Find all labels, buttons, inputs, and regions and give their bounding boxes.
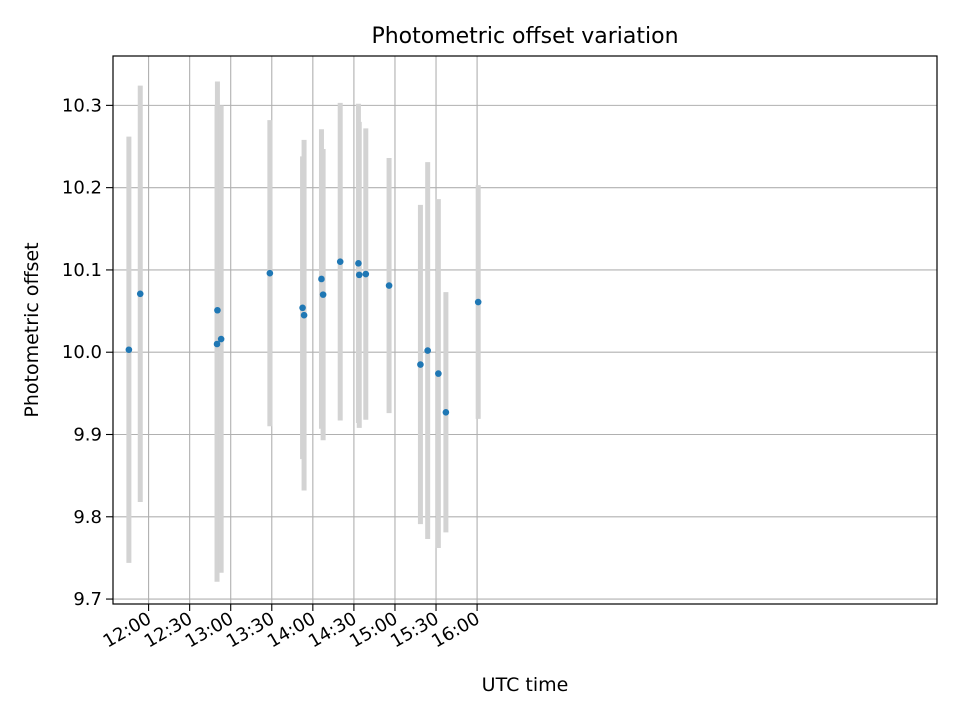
x-tick-label: 16:00 xyxy=(428,608,483,652)
data-point xyxy=(213,340,221,348)
data-point xyxy=(442,408,450,416)
y-tick-label: 10.1 xyxy=(62,260,102,281)
y-axis-label: Photometric offset xyxy=(21,242,43,417)
data-point xyxy=(385,282,393,289)
data-point xyxy=(435,370,442,377)
data-point xyxy=(125,346,133,354)
data-point xyxy=(214,306,221,314)
data-point xyxy=(362,270,370,278)
grid-lines xyxy=(113,56,937,604)
data-point xyxy=(318,275,325,283)
data-point xyxy=(474,298,482,306)
y-tick-label: 10.0 xyxy=(62,342,102,363)
data-point xyxy=(355,260,362,267)
data-point xyxy=(336,258,344,266)
y-tick-label: 9.9 xyxy=(73,424,102,445)
y-tick-label: 9.8 xyxy=(73,507,102,528)
data-point xyxy=(319,291,327,298)
plot-frame xyxy=(112,55,938,605)
plot-background xyxy=(113,56,937,604)
y-tick-label: 10.3 xyxy=(62,95,102,116)
data-point xyxy=(355,271,363,279)
y-tick-label: 9.7 xyxy=(73,589,102,610)
y-tick-label: 10.2 xyxy=(62,178,102,199)
data-point xyxy=(300,311,308,319)
chart-title: Photometric offset variation xyxy=(371,24,678,49)
data-point xyxy=(266,269,274,277)
x-axis-label: UTC time xyxy=(482,674,569,696)
data-points xyxy=(125,258,482,416)
data-point xyxy=(417,361,424,368)
data-point xyxy=(299,304,306,312)
data-point xyxy=(136,290,144,298)
data-point xyxy=(424,347,431,354)
data-point xyxy=(217,335,225,343)
